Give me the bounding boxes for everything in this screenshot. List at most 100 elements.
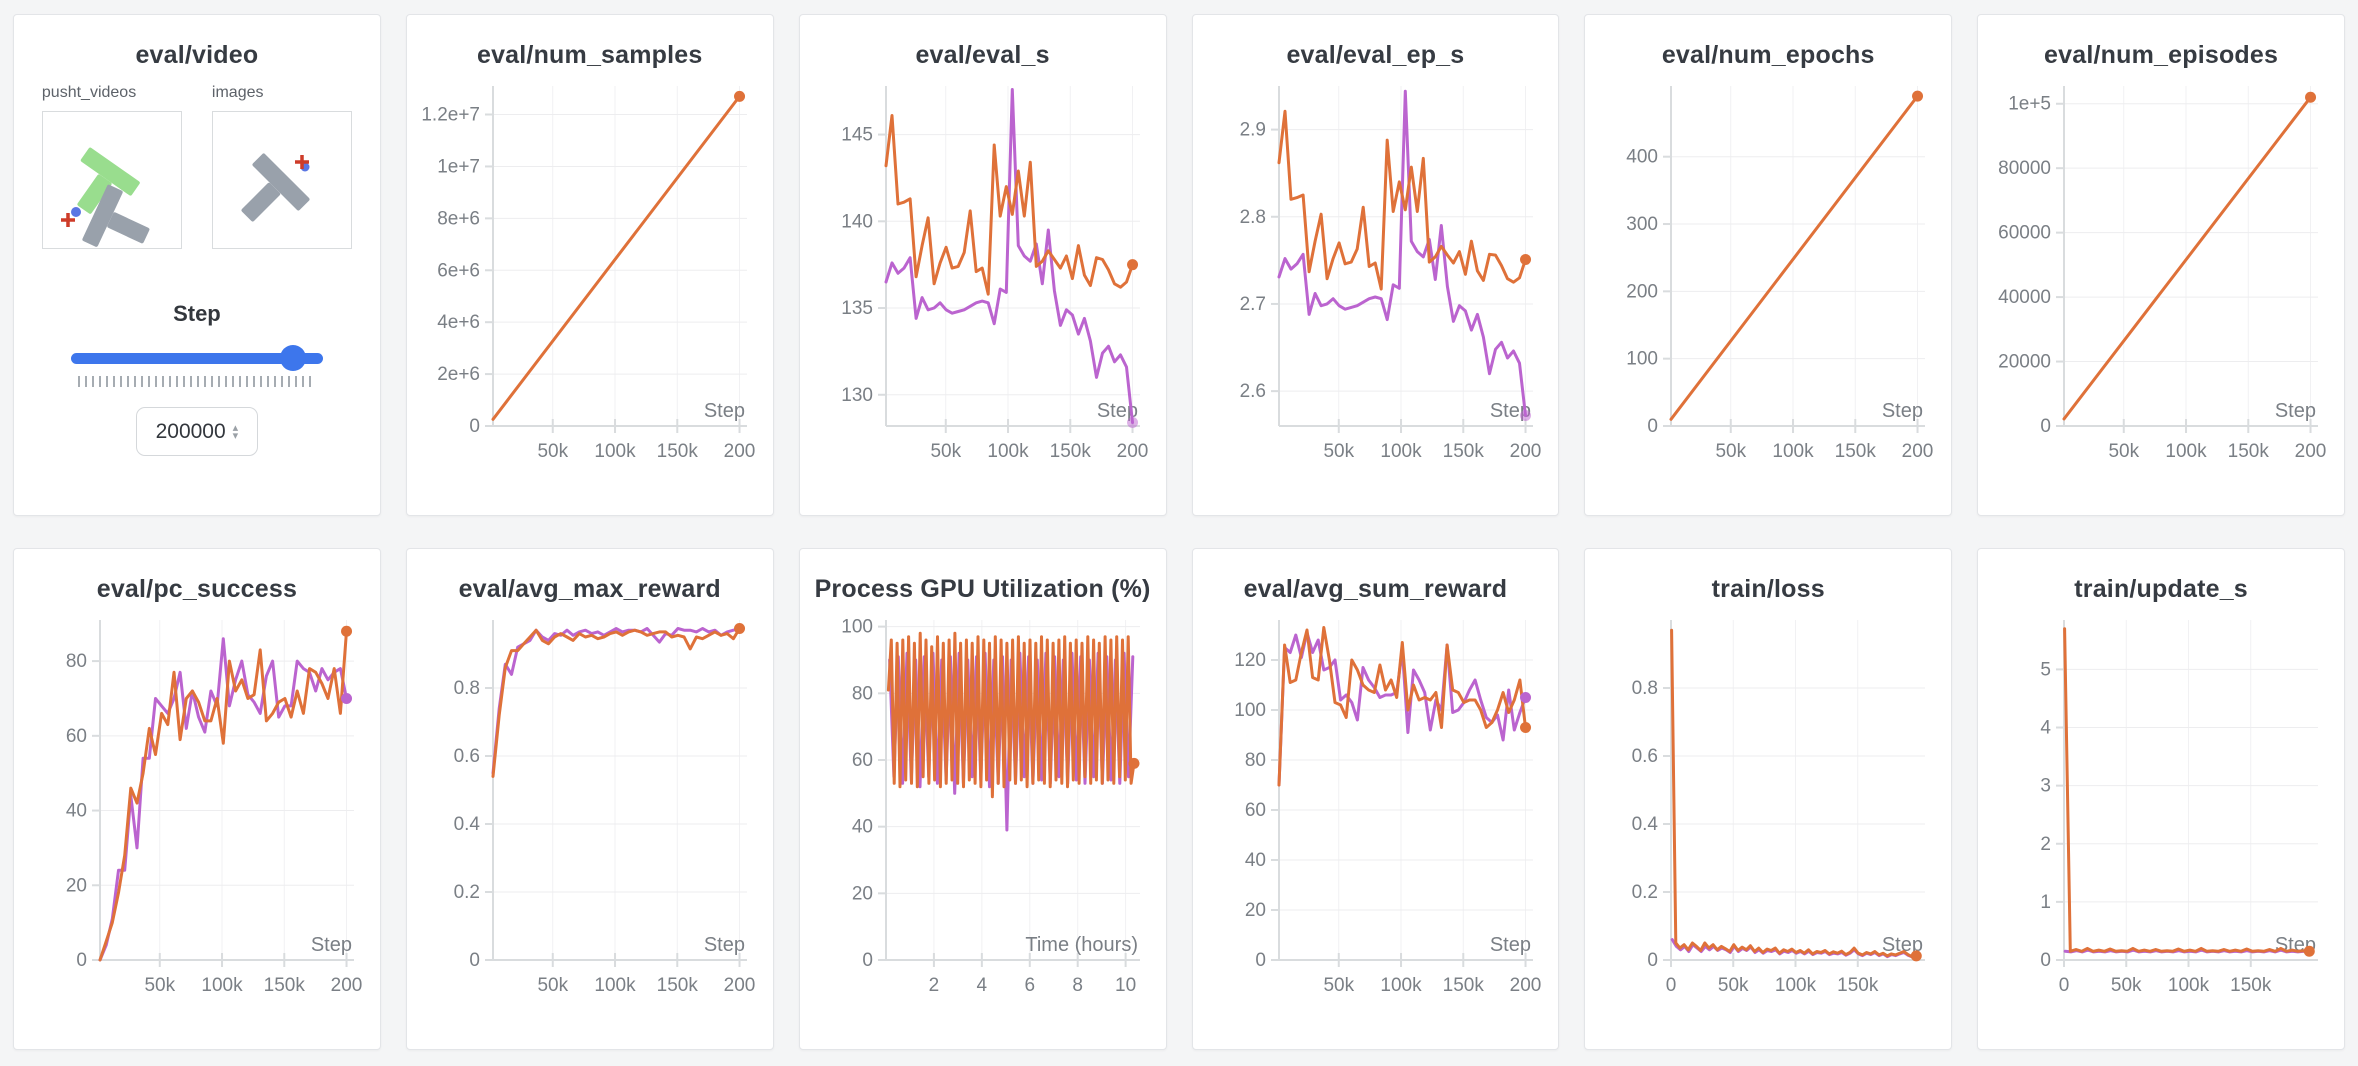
svg-text:150k: 150k xyxy=(1835,441,1877,462)
step-value-input[interactable]: 200000 ▴ ▾ xyxy=(135,407,258,456)
svg-text:2.6: 2.6 xyxy=(1239,381,1265,402)
chart-canvas-train-loss[interactable]: 0 0.2 0.4 0.6 0.8 0 50k 100k 150k Step xyxy=(1599,610,1937,1017)
svg-text:Step: Step xyxy=(704,934,745,956)
svg-text:150k: 150k xyxy=(657,441,699,462)
svg-text:50k: 50k xyxy=(930,441,961,462)
svg-text:1e+5: 1e+5 xyxy=(2008,94,2051,115)
slider-thumb[interactable] xyxy=(279,345,306,371)
svg-text:150k: 150k xyxy=(1049,441,1091,462)
svg-text:60: 60 xyxy=(1244,800,1265,821)
chart-canvas-eval-eval-s[interactable]: 130 135 140 145 50k 100k 150k 200 Step xyxy=(814,76,1152,483)
svg-text:100k: 100k xyxy=(1380,975,1422,996)
svg-text:100: 100 xyxy=(1234,700,1266,721)
chart-canvas-train-update-s[interactable]: 0 1 2 3 4 5 0 50k 100k 150k Step xyxy=(1992,610,2330,1017)
svg-text:4: 4 xyxy=(2041,718,2052,739)
svg-text:50k: 50k xyxy=(537,975,568,996)
svg-text:20000: 20000 xyxy=(1998,352,2051,373)
chart-svg: 0 20 40 60 80 100 2 4 6 8 10 Time (hours) xyxy=(841,617,1140,996)
pusht-video-thumbnail[interactable] xyxy=(41,111,182,249)
svg-text:100k: 100k xyxy=(2166,441,2208,462)
chart-svg: 0 20 40 60 80 100 120 50k 100k 150k 200 Step xyxy=(1234,620,1541,996)
panel-eval-avg-sum-reward: eval/avg_sum_reward 0 20 40 60 80 100 120 50k 10… xyxy=(1191,548,1560,1050)
svg-text:130: 130 xyxy=(841,385,873,406)
media-row: pusht_videos images xyxy=(28,84,366,249)
slider-track[interactable] xyxy=(70,353,323,364)
chart-title: eval/eval_s xyxy=(915,41,1050,69)
svg-text:100k: 100k xyxy=(1773,441,1815,462)
svg-text:40: 40 xyxy=(1244,850,1265,871)
chart-canvas-eval-num-episodes[interactable]: 0 20000 40000 60000 80000 1e+5 50k 100k 150k 200 S… xyxy=(1992,76,2330,483)
svg-text:0: 0 xyxy=(469,950,480,971)
svg-text:50k: 50k xyxy=(1718,975,1749,996)
chart-canvas-eval-avg-max-reward[interactable]: 0 0.2 0.4 0.6 0.8 50k 100k 150k 200 Step xyxy=(421,610,759,1017)
panel-process-gpu-utilization: Process GPU Utilization (%) 0 20 40 60 80 100… xyxy=(798,548,1167,1050)
step-slider[interactable] xyxy=(70,345,323,371)
svg-text:0: 0 xyxy=(1648,950,1659,971)
step-section: Step 200000 ▴ ▾ xyxy=(28,301,366,456)
svg-text:100k: 100k xyxy=(594,441,636,462)
svg-text:0.2: 0.2 xyxy=(1632,882,1658,903)
svg-text:40000: 40000 xyxy=(1998,287,2051,308)
slider-tick-ruler xyxy=(77,376,316,387)
svg-text:60: 60 xyxy=(852,750,873,771)
svg-text:80: 80 xyxy=(852,683,873,704)
panel-eval-eval-s: eval/eval_s 130 135 140 145 50k 100k 150k 200 St… xyxy=(798,14,1167,516)
svg-text:120: 120 xyxy=(1234,650,1266,671)
chart-svg: 0 2e+6 4e+6 6e+6 8e+6 1e+7 1.2e+7 50k 100k 150k 20… xyxy=(421,86,755,462)
images-image xyxy=(241,153,310,222)
chart-canvas-eval-num-samples[interactable]: 0 2e+6 4e+6 6e+6 8e+6 1e+7 1.2e+7 50k 100k 150k 20… xyxy=(421,76,759,483)
svg-text:0: 0 xyxy=(469,416,480,437)
svg-text:2e+6: 2e+6 xyxy=(437,364,480,385)
svg-text:8e+6: 8e+6 xyxy=(437,208,480,229)
svg-text:20: 20 xyxy=(1244,900,1265,921)
svg-text:50k: 50k xyxy=(537,441,568,462)
svg-text:2.9: 2.9 xyxy=(1239,120,1265,141)
stepper[interactable]: ▴ ▾ xyxy=(232,421,239,442)
stepper-down-icon[interactable]: ▾ xyxy=(232,429,239,442)
chart-canvas-eval-avg-sum-reward[interactable]: 0 20 40 60 80 100 120 50k 100k 150k 200 Step xyxy=(1207,610,1545,1017)
chart-title: train/update_s xyxy=(2074,575,2248,603)
panel-eval-pc-success: eval/pc_success 0 20 40 60 80 50k 100k 150k 200 S… xyxy=(13,548,381,1050)
panel-eval-avg-max-reward: eval/avg_max_reward 0 0.2 0.4 0.6 0.8 50k 100k… xyxy=(405,548,774,1050)
svg-text:50k: 50k xyxy=(1323,441,1354,462)
svg-text:50k: 50k xyxy=(2111,975,2142,996)
svg-text:0: 0 xyxy=(1648,416,1659,437)
svg-text:200: 200 xyxy=(1509,975,1541,996)
svg-text:100: 100 xyxy=(1627,349,1659,370)
svg-text:3: 3 xyxy=(2041,776,2052,797)
chart-title: eval/eval_ep_s xyxy=(1286,41,1465,69)
chart-canvas-eval-eval-ep-s[interactable]: 2.6 2.7 2.8 2.9 50k 100k 150k 200 Step xyxy=(1207,76,1545,483)
svg-text:80: 80 xyxy=(1244,750,1265,771)
svg-text:2: 2 xyxy=(928,975,939,996)
svg-text:0: 0 xyxy=(1666,975,1677,996)
svg-text:200: 200 xyxy=(1902,441,1934,462)
chart-canvas-process-gpu-utilization[interactable]: 0 20 40 60 80 100 2 4 6 8 10 Time (hours) xyxy=(814,610,1152,1017)
panel-eval-num-episodes: eval/num_episodes 0 20000 40000 60000 80000 1… xyxy=(1977,14,2345,516)
step-value: 200000 xyxy=(155,419,226,443)
chart-canvas-eval-num-epochs[interactable]: 0 100 200 300 400 50k 100k 150k 200 Step xyxy=(1599,76,1937,483)
svg-text:0.4: 0.4 xyxy=(1632,814,1659,835)
svg-text:0.6: 0.6 xyxy=(1632,746,1658,767)
svg-text:145: 145 xyxy=(841,125,873,146)
svg-text:1.2e+7: 1.2e+7 xyxy=(421,105,480,126)
chart-svg: 0 20 40 60 80 50k 100k 150k 200 Step xyxy=(66,620,362,996)
svg-text:4: 4 xyxy=(976,975,987,996)
svg-text:100k: 100k xyxy=(987,441,1029,462)
svg-text:Step: Step xyxy=(1097,400,1138,422)
svg-text:150k: 150k xyxy=(2228,441,2270,462)
svg-text:150k: 150k xyxy=(657,975,699,996)
images-thumbnail[interactable] xyxy=(211,111,352,249)
chart-canvas-eval-pc-success[interactable]: 0 20 40 60 80 50k 100k 150k 200 Step xyxy=(28,610,366,1017)
panel-train-update-s: train/update_s 0 1 2 3 4 5 0 50k 100k 150k Step xyxy=(1977,548,2345,1050)
svg-text:200: 200 xyxy=(1509,441,1541,462)
svg-text:100: 100 xyxy=(841,617,873,638)
svg-text:200: 200 xyxy=(724,975,756,996)
svg-text:Step: Step xyxy=(1489,934,1530,956)
stepper-up-icon[interactable]: ▴ xyxy=(232,421,239,434)
panel-eval-num-samples: eval/num_samples 0 2e+6 4e+6 6e+6 8e+6 1e+7 1.… xyxy=(405,14,774,516)
panel-train-loss: train/loss 0 0.2 0.4 0.6 0.8 0 50k 100k 150k Step xyxy=(1584,548,1953,1050)
svg-text:50k: 50k xyxy=(1323,975,1354,996)
svg-text:0.4: 0.4 xyxy=(453,814,480,835)
